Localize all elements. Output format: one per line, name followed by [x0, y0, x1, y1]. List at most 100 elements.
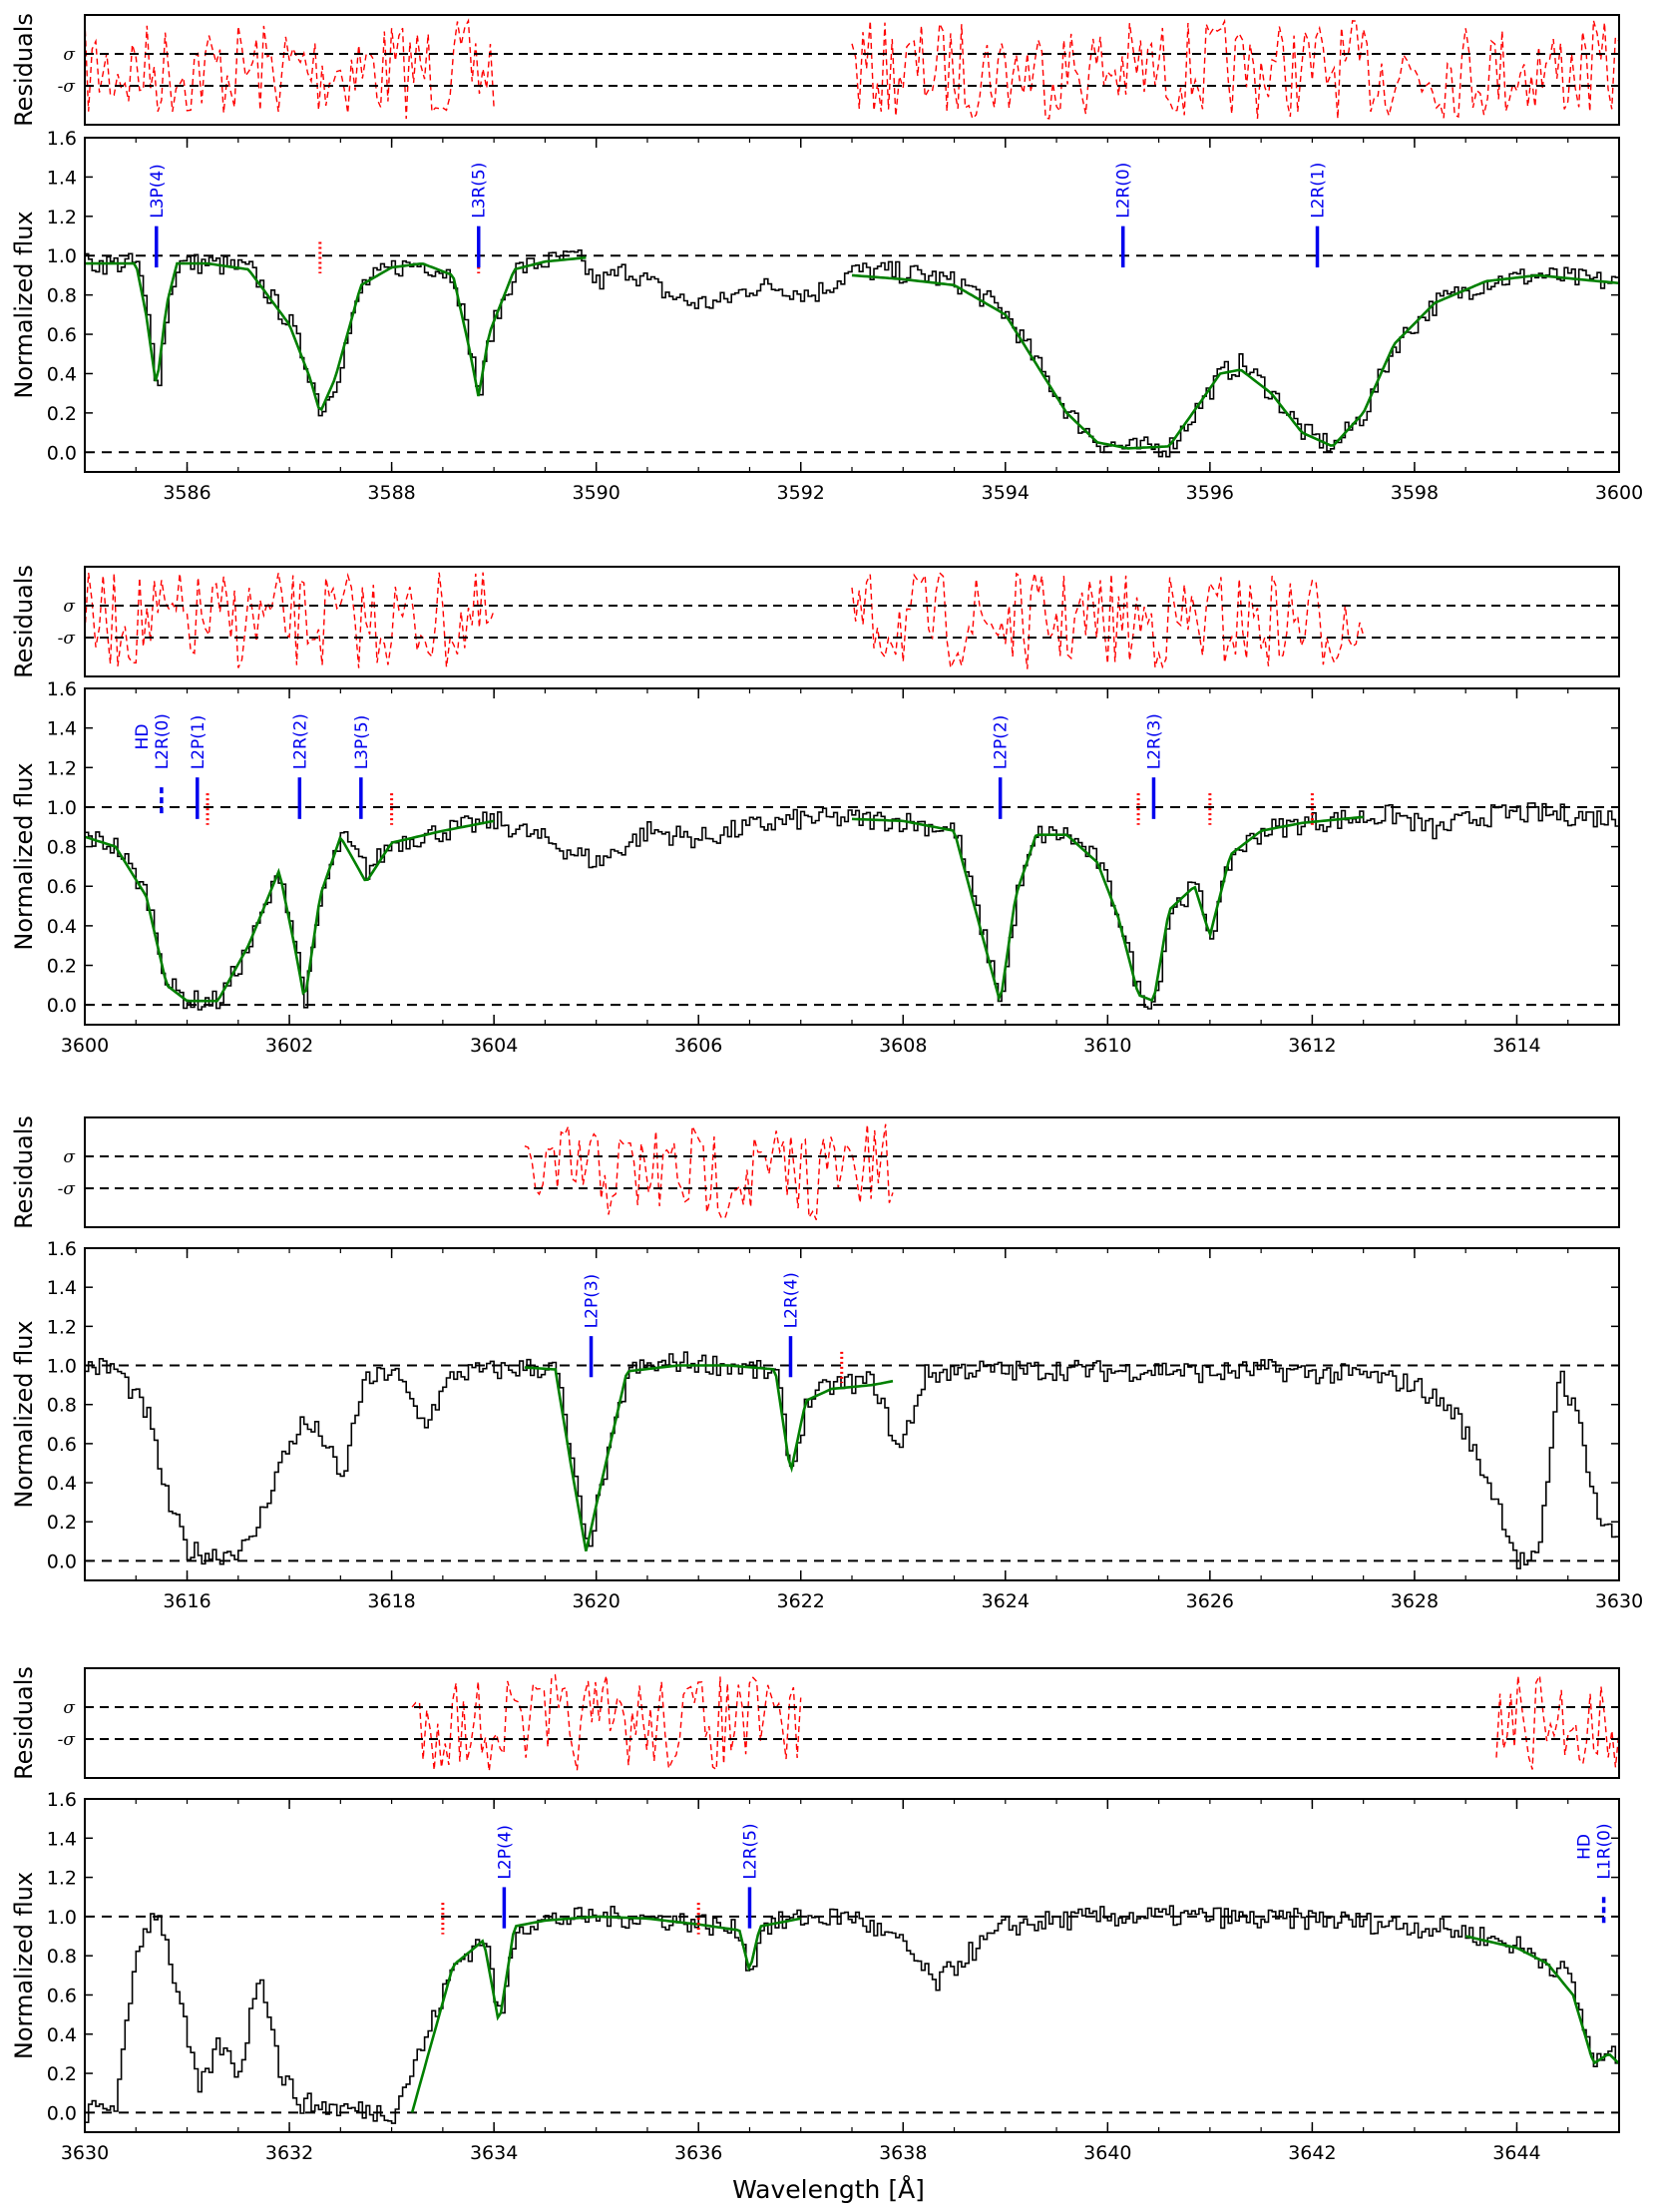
- model-series: [85, 255, 1619, 450]
- residual-series-1: [85, 18, 495, 120]
- x-tick-label: 3606: [674, 1035, 722, 1057]
- x-tick-label: 3640: [1083, 2142, 1131, 2164]
- x-tick-label: 3586: [163, 482, 210, 504]
- x-tick-label: 3642: [1288, 2142, 1336, 2164]
- x-tick-label: 3600: [1595, 482, 1643, 504]
- y-tick-label: 1.6: [47, 1789, 77, 1811]
- x-tick-label: 3622: [777, 1590, 825, 1612]
- x-tick-label: 3616: [163, 1590, 210, 1612]
- y-axis-label: Normalized flux: [10, 211, 38, 398]
- flux-panel: L3P(4) L3R(5) L2R(0) L2R(1) 0.0 0.2 0.4 0.6 0.8 1…: [10, 128, 1643, 504]
- y-tick-label: 1.2: [47, 207, 77, 228]
- residual-tick-label: σ: [63, 597, 75, 617]
- x-tick-label: 3592: [777, 482, 825, 504]
- transition-label: L3P(5): [352, 715, 372, 770]
- x-tick-label: 3594: [982, 482, 1030, 504]
- y-axis-label: Normalized flux: [10, 1872, 38, 2059]
- panel-1: σ -σ Residuals L3P(4) L3R(5) L2R(0) L2R(1) 0.0 0…: [10, 13, 1643, 504]
- y-axis-label: Normalized flux: [10, 762, 38, 950]
- y-tick-label: 0.8: [47, 1946, 77, 1968]
- transition-label: L2P(1): [189, 715, 208, 770]
- x-tick-label: 3604: [470, 1035, 518, 1057]
- residual-tick-label: -σ: [58, 629, 76, 649]
- residual-series-2: [851, 571, 1365, 670]
- y-tick-label: 0.0: [47, 995, 77, 1017]
- x-tick-label: 3608: [879, 1035, 927, 1057]
- y-tick-label: 1.4: [47, 1277, 77, 1299]
- x-tick-label: 3614: [1492, 1035, 1540, 1057]
- y-tick-label: 0.0: [47, 1550, 77, 1572]
- y-tick-label: 0.0: [47, 442, 77, 464]
- residuals-frame: [84, 1667, 1620, 1779]
- panel-4: σ -σ Residuals L2P(4) L2R(5) L1R(0)HD 0.0 0.2 0.…: [10, 1666, 1620, 2164]
- flux-frame: [84, 687, 1620, 1026]
- y-tick-label: 1.0: [47, 1907, 77, 1929]
- y-tick-label: 0.6: [47, 324, 77, 346]
- y-tick-label: 1.0: [47, 245, 77, 267]
- x-tick-label: 3634: [470, 2142, 518, 2164]
- data-series: [85, 1905, 1619, 2124]
- y-tick-label: 0.4: [47, 363, 77, 385]
- molecule-label: HD: [1575, 1834, 1595, 1860]
- residuals-frame: [84, 566, 1620, 677]
- model-series: [85, 815, 1364, 1003]
- transition-label: L2R(5): [740, 1823, 760, 1879]
- residuals-axis-label: Residuals: [10, 1666, 38, 1780]
- transition-label: L2P(2): [992, 715, 1012, 770]
- transition-label: L2R(3): [1144, 713, 1164, 769]
- y-tick-label: 0.2: [47, 1512, 77, 1534]
- x-tick-label: 3630: [1595, 1590, 1643, 1612]
- residuals-axis-label: Residuals: [10, 1115, 38, 1229]
- x-tick-label: 3632: [265, 2142, 313, 2164]
- data-series: [85, 249, 1619, 458]
- transition-label: L2R(0): [1114, 163, 1134, 219]
- y-tick-label: 0.4: [47, 2024, 77, 2046]
- panel-3: σ -σ Residuals L2P(3) L2R(4) 0.0 0.2 0.4 0.6 0.8 1…: [10, 1115, 1643, 1612]
- transition-label: L2R(0): [153, 713, 173, 769]
- residuals-axis-label: Residuals: [10, 565, 38, 678]
- residuals-panel: σ -σ Residuals: [10, 565, 1620, 678]
- x-tick-label: 3596: [1186, 482, 1234, 504]
- y-tick-label: 1.2: [47, 757, 77, 779]
- x-tick-label: 3638: [879, 2142, 927, 2164]
- y-tick-label: 1.6: [47, 678, 77, 700]
- x-axis-label: Wavelength [Å]: [732, 2175, 925, 2204]
- x-tick-label: 3618: [367, 1590, 415, 1612]
- y-tick-label: 1.4: [47, 1828, 77, 1850]
- x-tick-label: 3598: [1391, 482, 1439, 504]
- y-tick-label: 0.8: [47, 1395, 77, 1417]
- x-tick-label: 3610: [1083, 1035, 1131, 1057]
- y-axis-label: Normalized flux: [10, 1320, 38, 1508]
- y-tick-label: 0.6: [47, 876, 77, 898]
- x-tick-label: 3626: [1186, 1590, 1234, 1612]
- y-tick-label: 0.8: [47, 837, 77, 859]
- x-tick-label: 3624: [982, 1590, 1030, 1612]
- residual-series-2: [851, 18, 1619, 121]
- x-tick-label: 3602: [265, 1035, 313, 1057]
- flux-panel: L2P(3) L2R(4) 0.0 0.2 0.4 0.6 0.8 1.0 1.2 1.4 1.6 3…: [10, 1238, 1643, 1612]
- residuals-frame: [84, 1116, 1620, 1228]
- residual-tick-label: -σ: [58, 77, 76, 97]
- residual-tick-label: -σ: [58, 1730, 76, 1750]
- y-tick-label: 0.2: [47, 2063, 77, 2085]
- y-tick-label: 1.4: [47, 167, 77, 189]
- model-series: [524, 1364, 894, 1551]
- transition-label: L2R(4): [781, 1272, 801, 1328]
- residuals-panel: σ -σ Residuals: [10, 1666, 1620, 1780]
- model-series: [410, 1915, 1619, 2113]
- residual-series-1: [524, 1123, 894, 1220]
- data-series: [85, 802, 1619, 1011]
- transition-label: L2P(4): [495, 1825, 515, 1880]
- x-tick-label: 3590: [572, 482, 620, 504]
- panel-2: σ -σ Residuals L2R(0) L2P(1) L2R(2) L3P(5) L2P(…: [10, 565, 1620, 1057]
- transition-label: L2R(2): [290, 713, 310, 769]
- x-tick-label: 3612: [1288, 1035, 1336, 1057]
- residuals-frame: [84, 14, 1620, 126]
- y-tick-label: 0.2: [47, 403, 77, 425]
- y-tick-label: 1.6: [47, 128, 77, 150]
- residual-tick-label: σ: [63, 45, 75, 65]
- transition-label: L2P(3): [583, 1274, 603, 1329]
- x-tick-label: 3600: [61, 1035, 109, 1057]
- residual-tick-label: σ: [63, 1147, 75, 1167]
